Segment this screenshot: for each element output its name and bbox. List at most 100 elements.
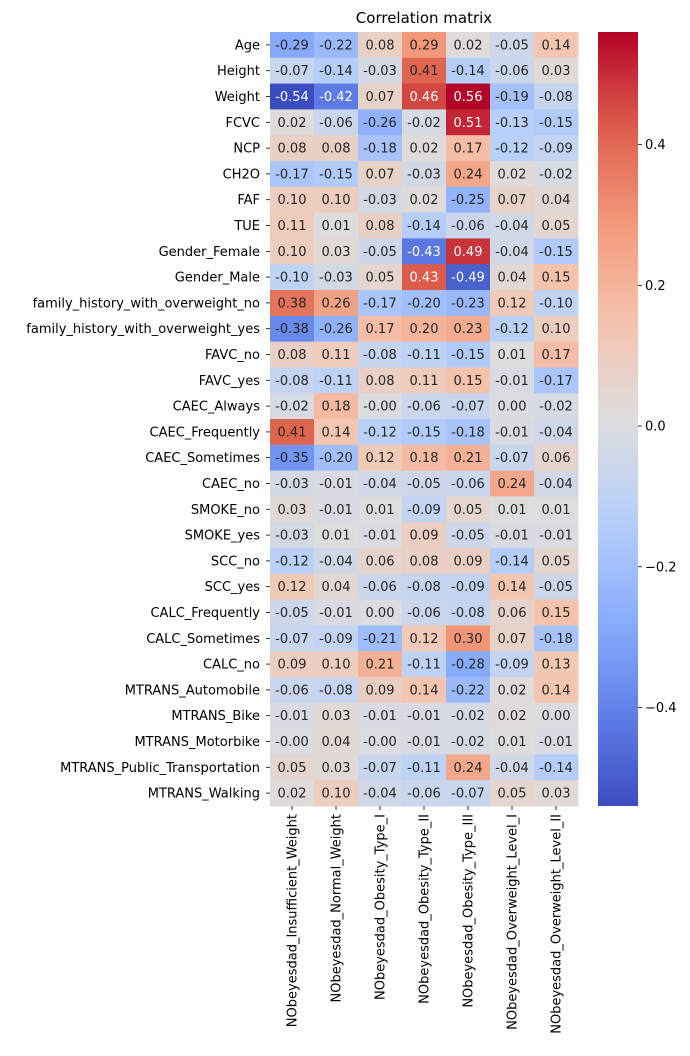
heatmap-cell	[270, 264, 315, 291]
heatmap-cell	[446, 677, 491, 704]
heatmap-cell	[490, 264, 535, 291]
heatmap-cell	[490, 599, 535, 626]
cell-value-label: -0.00	[363, 400, 397, 415]
heatmap-cell	[534, 238, 579, 265]
cell-value-label: 0.05	[454, 503, 483, 518]
cell-value-label: -0.09	[495, 658, 529, 673]
heatmap-cell	[534, 548, 579, 575]
heatmap-cell	[402, 754, 447, 781]
cell-value-label: -0.10	[275, 271, 309, 286]
heatmap-cell	[490, 496, 535, 523]
cell-value-label: -0.09	[539, 142, 573, 157]
heatmap-cell	[534, 135, 579, 162]
cell-value-label: -0.08	[363, 348, 397, 363]
colorbar-tick-label: −0.4	[645, 701, 677, 716]
heatmap-cell	[358, 548, 403, 575]
row-label: Gender_Female	[159, 245, 260, 260]
cell-value-label: -0.01	[319, 477, 353, 492]
colorbar-tick-label: 0.0	[645, 420, 666, 435]
cell-value-label: 0.10	[542, 322, 571, 337]
row-label: Age	[235, 38, 260, 53]
heatmap-cell	[446, 496, 491, 523]
heatmap-cell	[314, 496, 359, 523]
cell-value-label: 0.10	[322, 658, 351, 673]
heatmap-cell	[534, 780, 579, 807]
cell-value-label: -0.15	[451, 348, 485, 363]
cell-value-label: -0.01	[407, 709, 441, 724]
cell-value-label: 0.01	[322, 219, 351, 234]
cell-value-label: -0.01	[275, 709, 309, 724]
cell-value-label: -0.09	[407, 503, 441, 518]
cell-value-label: -0.11	[319, 374, 353, 389]
cell-value-label: -0.00	[275, 735, 309, 750]
column-label: NObeyesdad_Obesity_Type_I	[374, 814, 389, 1000]
heatmap-cell	[270, 83, 315, 110]
heatmap-cell	[314, 341, 359, 368]
heatmap-cell	[534, 83, 579, 110]
heatmap-cell	[314, 57, 359, 85]
cell-value-label: -0.02	[407, 116, 441, 131]
row-label: CH2O	[223, 167, 260, 182]
cell-value-label: -0.10	[539, 296, 573, 311]
cell-value-label: 0.02	[498, 683, 527, 698]
cell-value-label: 0.21	[454, 451, 483, 466]
heatmap-cell	[314, 135, 359, 162]
row-label: CALC_no	[203, 658, 260, 673]
cell-value-label: 0.10	[278, 193, 307, 208]
cell-value-label: 0.11	[322, 348, 351, 363]
cell-value-label: 0.03	[322, 245, 351, 260]
heatmap-cell	[490, 573, 535, 601]
cell-value-label: -0.14	[495, 554, 529, 569]
cell-value-label: -0.28	[451, 658, 485, 673]
cell-value-label: 0.30	[454, 632, 483, 647]
colorbar-tick-label: 0.4	[645, 138, 666, 153]
heatmap-cell	[534, 754, 579, 781]
heatmap-cell	[446, 599, 491, 626]
heatmap-cell	[446, 161, 491, 188]
cell-value-label: 0.08	[278, 142, 307, 157]
cell-value-label: -0.15	[407, 425, 441, 440]
heatmap-cell	[314, 573, 359, 601]
heatmap-cell	[446, 444, 491, 472]
heatmap-cell	[534, 419, 579, 446]
cell-value-label: 0.21	[366, 658, 395, 673]
cell-value-label: 0.38	[278, 296, 307, 311]
row-label: FCVC	[225, 116, 260, 131]
colorbar-bar	[598, 32, 638, 806]
cell-value-label: -0.00	[363, 735, 397, 750]
heatmap-cell	[270, 754, 315, 781]
heatmap-cell	[446, 522, 491, 549]
cell-value-label: -0.17	[275, 167, 309, 182]
cell-value-label: 0.00	[366, 606, 395, 621]
cell-value-label: 0.04	[542, 193, 571, 208]
row-label: SMOKE_yes	[185, 529, 261, 544]
heatmap-cell	[534, 212, 579, 239]
cell-value-label: -0.06	[407, 606, 441, 621]
cell-value-label: 0.08	[322, 142, 351, 157]
cell-value-label: -0.14	[451, 64, 485, 79]
cell-value-label: 0.29	[410, 38, 439, 53]
heatmap-cell	[358, 677, 403, 704]
cell-value-label: -0.18	[451, 425, 485, 440]
heatmap-cell	[490, 109, 535, 136]
row-label: CALC_Frequently	[150, 606, 260, 621]
cell-value-label: 0.09	[454, 554, 483, 569]
cell-value-label: -0.06	[407, 787, 441, 802]
heatmap-cell	[358, 367, 403, 394]
heatmap-cell	[358, 522, 403, 549]
heatmap-cell	[446, 109, 491, 136]
heatmap-cell	[490, 444, 535, 472]
heatmap-cell	[270, 651, 315, 678]
heatmap-cell	[270, 625, 315, 652]
heatmap-cell	[358, 419, 403, 446]
cell-value-label: 0.01	[366, 503, 395, 518]
heatmap-cell	[270, 677, 315, 704]
cell-value-label: 0.05	[542, 219, 571, 234]
row-label: CAEC_Always	[173, 400, 261, 415]
row-label: SCC_no	[211, 554, 260, 569]
heatmap-cell	[446, 315, 491, 343]
cell-value-label: 0.03	[322, 761, 351, 776]
cell-value-label: -0.03	[407, 167, 441, 182]
cell-value-label: -0.08	[539, 90, 573, 105]
row-label: CAEC_Sometimes	[145, 451, 260, 466]
